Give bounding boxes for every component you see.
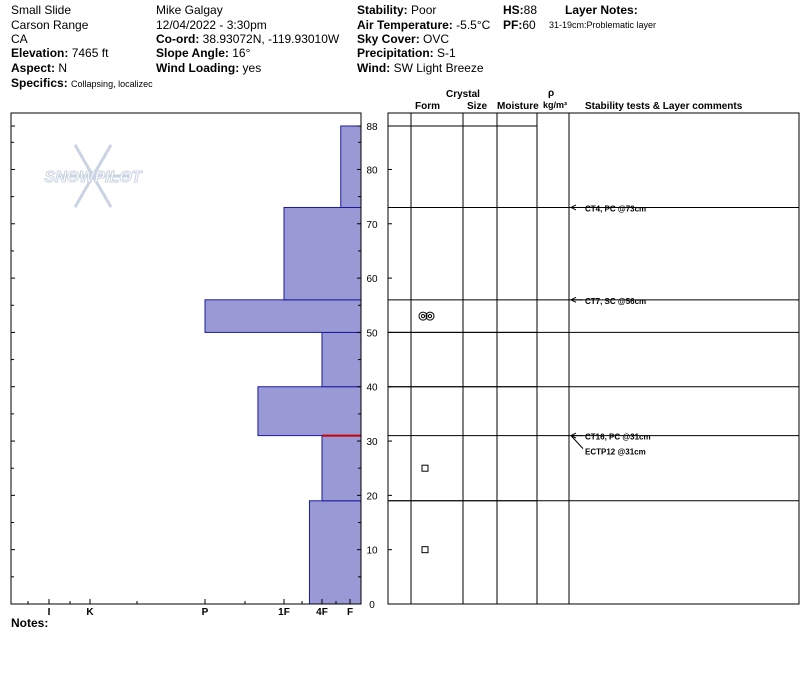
observer: Mike Galgay: [156, 3, 223, 17]
slide-title: Small Slide: [11, 3, 72, 17]
height-tick-label: 88: [366, 122, 378, 133]
hardness-tick-label: F: [347, 607, 353, 618]
height-tick-label: 40: [366, 383, 378, 394]
stability-header: Stability tests & Layer comments: [585, 101, 743, 112]
crystal-ring-icon: [418, 311, 428, 321]
sky-cover: Sky Cover: OVC: [357, 32, 450, 46]
crystal-symbols: [418, 311, 435, 554]
height-tick-label: 80: [366, 165, 378, 176]
height-tick-label: 20: [366, 491, 378, 502]
layer-note: 31-19cm:Problematic layer: [549, 20, 657, 30]
crystal-ring-icon: [427, 314, 433, 319]
snowflake-arm: [73, 175, 95, 208]
hardness-bar: [321, 435, 362, 502]
hardness-bar: [257, 386, 362, 437]
hardness-bar: [308, 500, 362, 605]
state: CA: [11, 32, 28, 46]
slope-angle: Slope Angle: 16°: [156, 46, 251, 60]
snowflake-arm: [91, 144, 113, 177]
height-tick-label: 30: [366, 437, 378, 448]
stability-tests: CT4, PC @73cm CT7, SC @56cm CT16, PC @31cm…: [570, 204, 651, 457]
hardness-bar: [340, 125, 362, 208]
hardness-tick-label: P: [202, 607, 209, 618]
elevation: Elevation: 7465 ft: [11, 46, 109, 60]
height-tick-label: 0: [369, 600, 375, 611]
hardness-tick-label: I: [48, 607, 51, 618]
arrow-icon: [570, 204, 577, 211]
air-temperature: Air Temperature: -5.5°C: [357, 18, 491, 32]
density-unit: kg/m³: [543, 100, 568, 110]
chart-frames: [10, 112, 800, 605]
rho-header: ρ: [548, 88, 555, 99]
aspect: Aspect: N: [11, 61, 68, 75]
form-header: Form: [415, 101, 440, 112]
notes-label: Notes:: [11, 616, 49, 630]
hardness-bar: [204, 299, 362, 333]
test-arrow-line: [570, 435, 584, 449]
size-header: Size: [467, 101, 488, 112]
layer-notes-label: Layer Notes:: [565, 3, 638, 17]
precipitation: Precipitation: S-1: [357, 46, 456, 60]
snowflake-arm: [91, 175, 113, 208]
height-tick-label: 50: [366, 328, 378, 339]
crystal-square-icon: [421, 464, 429, 472]
logo-text: SNOWPILOT: [45, 169, 143, 186]
stability-test-label: ECTP12 @31cm: [585, 448, 646, 457]
crystal-ring-icon: [420, 314, 426, 319]
range-name: Carson Range: [11, 18, 89, 32]
layers-frame: [387, 112, 800, 605]
hardness-axis: I K P 1F 4F F: [27, 599, 353, 618]
pf: PF:60: [503, 18, 536, 32]
snowpilot-logo: SNOWPILOT: [44, 144, 143, 208]
layer-lines: [388, 125, 799, 502]
hardness-tick-label: 1F: [278, 607, 290, 618]
crystal-ring-icon: [425, 311, 435, 321]
hardness-frame: [10, 112, 362, 605]
arrow-icon: [570, 296, 577, 303]
hardness-tick-label: K: [86, 607, 94, 618]
hardness-tick-label: 4F: [316, 607, 328, 618]
crystal-square-icon: [421, 546, 429, 554]
stability-test-label: CT4, PC @73cm: [585, 204, 646, 213]
height-tick-label: 60: [366, 274, 378, 285]
stability-test-label: CT16, PC @31cm: [585, 433, 651, 442]
hardness-bar: [283, 206, 362, 301]
specifics: Specifics: Collapsing, localizec: [11, 76, 153, 90]
moisture-header: Moisture: [497, 101, 539, 112]
wind-loading: Wind Loading: yes: [156, 61, 262, 75]
height-tick-label: 10: [366, 546, 378, 557]
coordinates: Co-ord: 38.93072N, -119.93010W: [156, 32, 340, 46]
hs: HS:88: [503, 3, 538, 17]
height-tick-label: 70: [366, 220, 378, 231]
wind: Wind: SW Light Breeze: [357, 61, 484, 75]
snowflake-arm: [73, 144, 95, 177]
stability-test-label: CT7, SC @56cm: [585, 297, 646, 306]
datetime: 12/04/2022 - 3:30pm: [156, 18, 267, 32]
stability: Stability: Poor: [357, 3, 437, 17]
crystal-header: Crystal: [446, 89, 480, 100]
hardness-profile: [204, 125, 362, 605]
hardness-bar: [321, 331, 362, 388]
